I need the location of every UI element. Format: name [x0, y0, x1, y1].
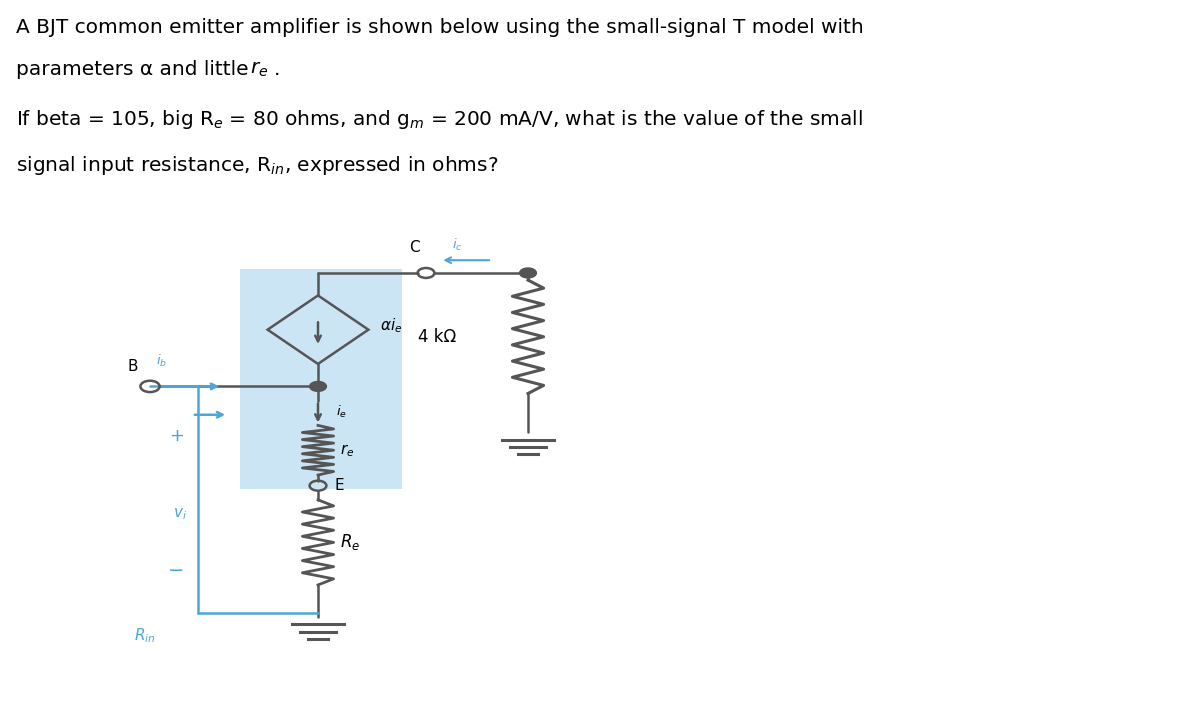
Text: $r_e$: $r_e$: [250, 60, 268, 79]
Text: $\alpha i_e$: $\alpha i_e$: [380, 317, 403, 335]
Text: $i_c$: $i_c$: [452, 237, 463, 253]
Circle shape: [310, 381, 326, 391]
Text: parameters α and little: parameters α and little: [16, 60, 254, 79]
Text: $r_e$: $r_e$: [340, 442, 354, 459]
Text: $i_b$: $i_b$: [156, 352, 167, 369]
Text: −: −: [168, 562, 185, 580]
Text: If beta = 105, big R$_e$ = 80 ohms, and g$_m$ = 200 mA/V, what is the value of t: If beta = 105, big R$_e$ = 80 ohms, and …: [16, 108, 863, 131]
Text: A BJT common emitter amplifier is shown below using the small-signal T model wit: A BJT common emitter amplifier is shown …: [16, 18, 863, 37]
Text: C: C: [409, 240, 420, 255]
Text: E: E: [335, 478, 344, 493]
Circle shape: [520, 268, 536, 278]
Text: +: +: [169, 427, 184, 445]
Text: 4 kΩ: 4 kΩ: [418, 328, 456, 346]
Text: B: B: [127, 359, 138, 374]
Text: $i_e$: $i_e$: [336, 404, 347, 420]
Text: $R_e$: $R_e$: [340, 532, 360, 552]
Text: signal input resistance, R$_{in}$, expressed in ohms?: signal input resistance, R$_{in}$, expre…: [16, 154, 498, 177]
Text: .: .: [274, 60, 280, 79]
Text: $v_i$: $v_i$: [173, 506, 187, 522]
Text: $R_{in}$: $R_{in}$: [134, 626, 156, 644]
Bar: [240, 269, 402, 489]
